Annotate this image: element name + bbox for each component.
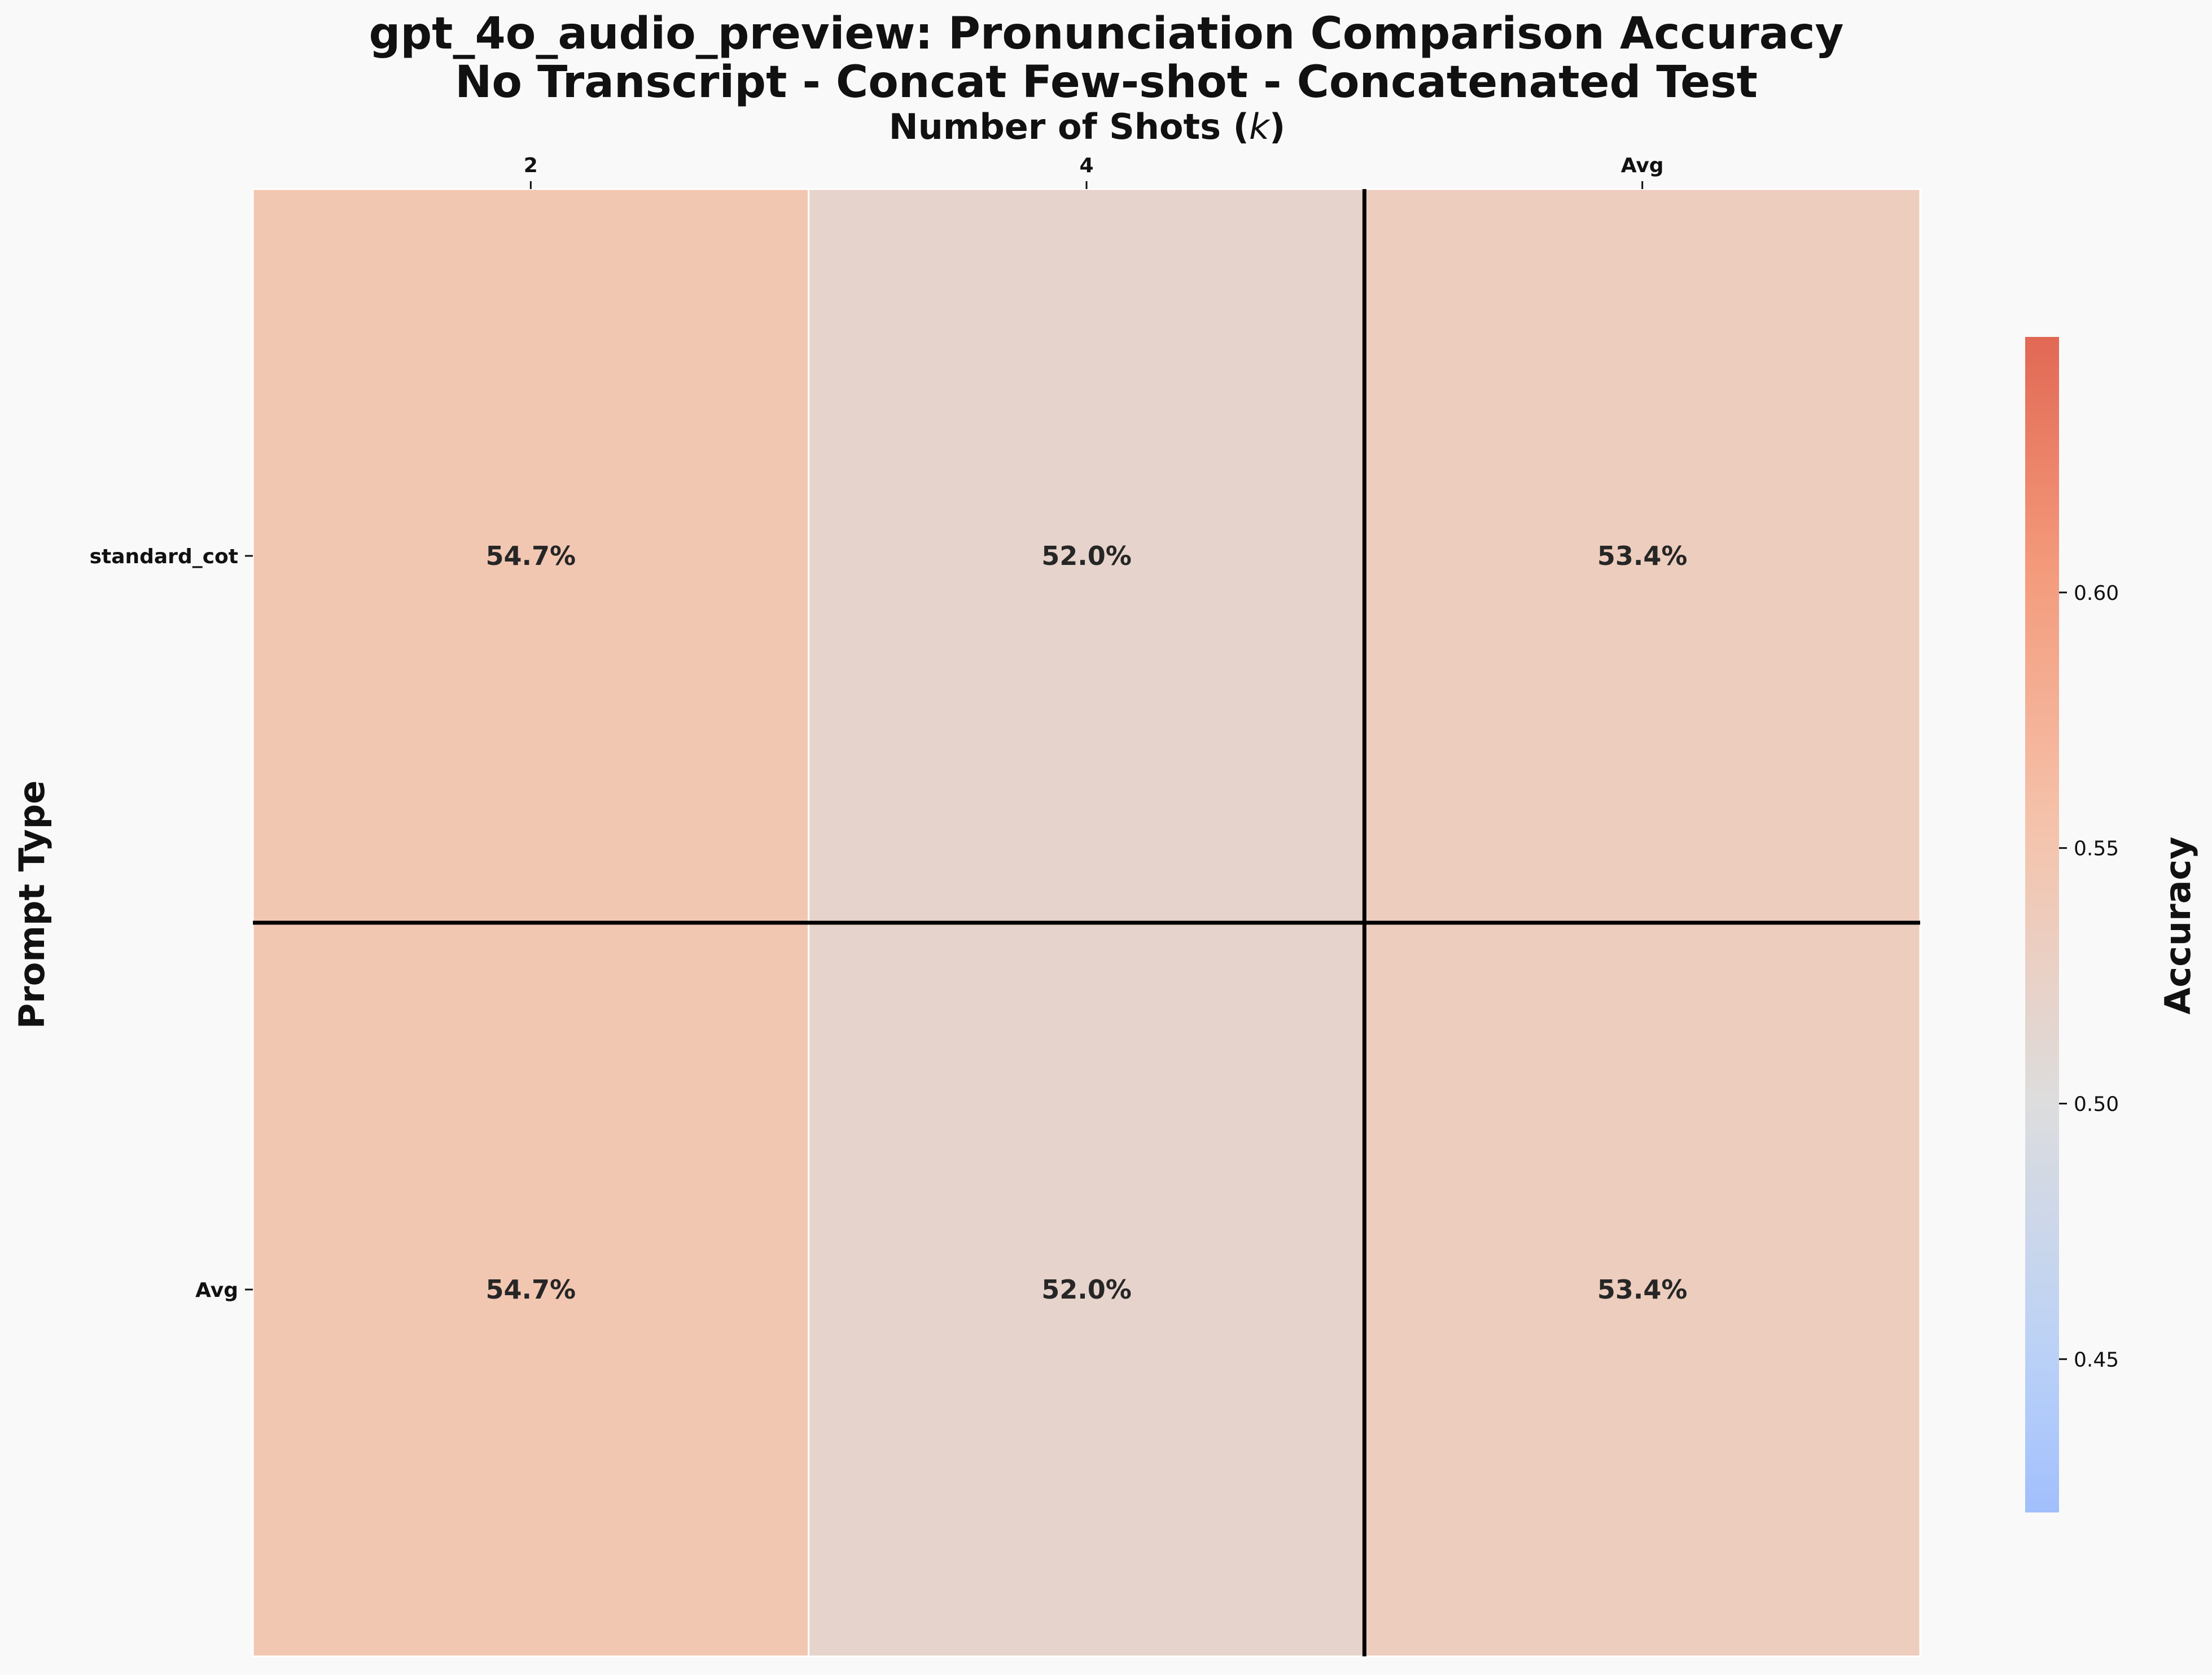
x-tick-label: Avg (1621, 154, 1664, 177)
colorbar: 0.45 0.50 0.55 0.60 Accuracy (2025, 337, 2198, 1512)
heatmap-cell (1363, 922, 1921, 1658)
colorbar-tick-label: 0.55 (2074, 838, 2119, 861)
heatmap-plot-area: 54.7% 52.0% 53.4% 54.7% 52.0% 53.4% (252, 188, 1921, 1658)
colorbar-tick-label: 0.50 (2074, 1093, 2119, 1116)
heatmap-cell-label: 54.7% (486, 1274, 576, 1305)
chart-title-line-1: gpt_4o_audio_preview: Pronunciation Comp… (369, 8, 1844, 59)
colorbar-ticks: 0.45 0.50 0.55 0.60 (2059, 582, 2119, 1371)
separator-lines (253, 189, 1920, 1656)
y-tick-label: Avg (195, 1279, 238, 1302)
colorbar-label: Accuracy (2157, 836, 2198, 1014)
x-tick-label: 2 (524, 154, 538, 177)
heatmap-cell (808, 922, 1365, 1658)
heatmap-cell-label: 53.4% (1597, 541, 1688, 571)
y-axis-title: Prompt Type (11, 781, 52, 1029)
colorbar-tick-label: 0.60 (2074, 582, 2119, 605)
heatmap-cell (252, 188, 810, 924)
heatmap-cell-label: 52.0% (1041, 541, 1132, 571)
heatmap-cell-label: 54.7% (486, 541, 576, 571)
x-tick-label: 4 (1079, 154, 1093, 177)
heatmap-cell (1363, 188, 1921, 924)
colorbar-gradient-bar (2025, 337, 2059, 1512)
heatmap-cell (252, 922, 810, 1658)
colorbar-tick-label: 0.45 (2074, 1348, 2119, 1371)
x-axis-title: Number of Shots (k) (889, 106, 1285, 147)
heatmap-cell-label: 53.4% (1597, 1274, 1688, 1305)
y-axis-ticks: standard_cot Avg (90, 545, 253, 1302)
x-axis-ticks: 2 4 Avg (524, 154, 1664, 189)
chart-title-line-2: No Transcript - Concat Few-shot - Concat… (455, 57, 1758, 108)
y-tick-label: standard_cot (90, 545, 238, 568)
heatmap-cell-label: 52.0% (1041, 1274, 1132, 1305)
